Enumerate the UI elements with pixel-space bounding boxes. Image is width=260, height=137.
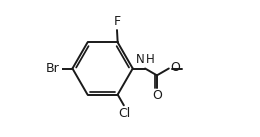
Text: F: F <box>113 15 121 28</box>
Text: O: O <box>152 89 162 102</box>
Text: Br: Br <box>45 62 59 75</box>
Text: Cl: Cl <box>118 107 131 120</box>
Text: N: N <box>136 53 144 66</box>
Text: H: H <box>146 53 154 66</box>
Text: O: O <box>170 61 180 74</box>
